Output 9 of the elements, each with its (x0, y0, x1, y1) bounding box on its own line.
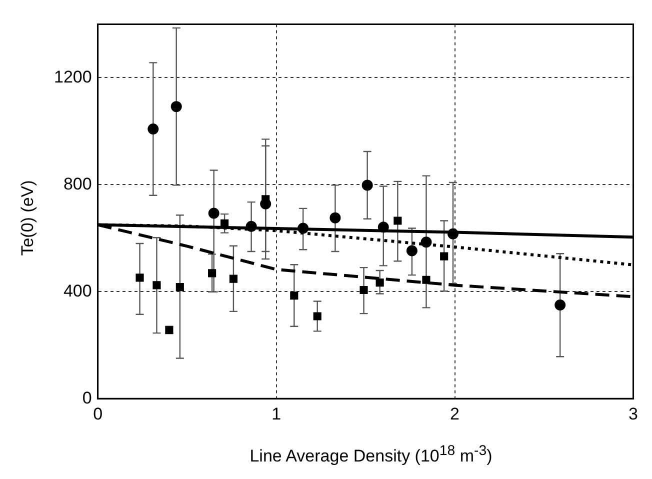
y-tick-label: 400 (63, 281, 92, 300)
y-tick-label: 1200 (54, 67, 92, 86)
x-tick-label: 1 (272, 404, 282, 424)
x-tick-label: 3 (628, 404, 638, 424)
y-axis-title: Te(0) (eV) (18, 180, 38, 256)
x-tick-label: 2 (450, 404, 460, 424)
y-tick-label: 800 (63, 174, 92, 194)
x-axis-title: Line Average Density (10$^{18}$ m$^{-3}$) (248, 443, 494, 467)
y-tick-label: 0 (82, 388, 92, 408)
